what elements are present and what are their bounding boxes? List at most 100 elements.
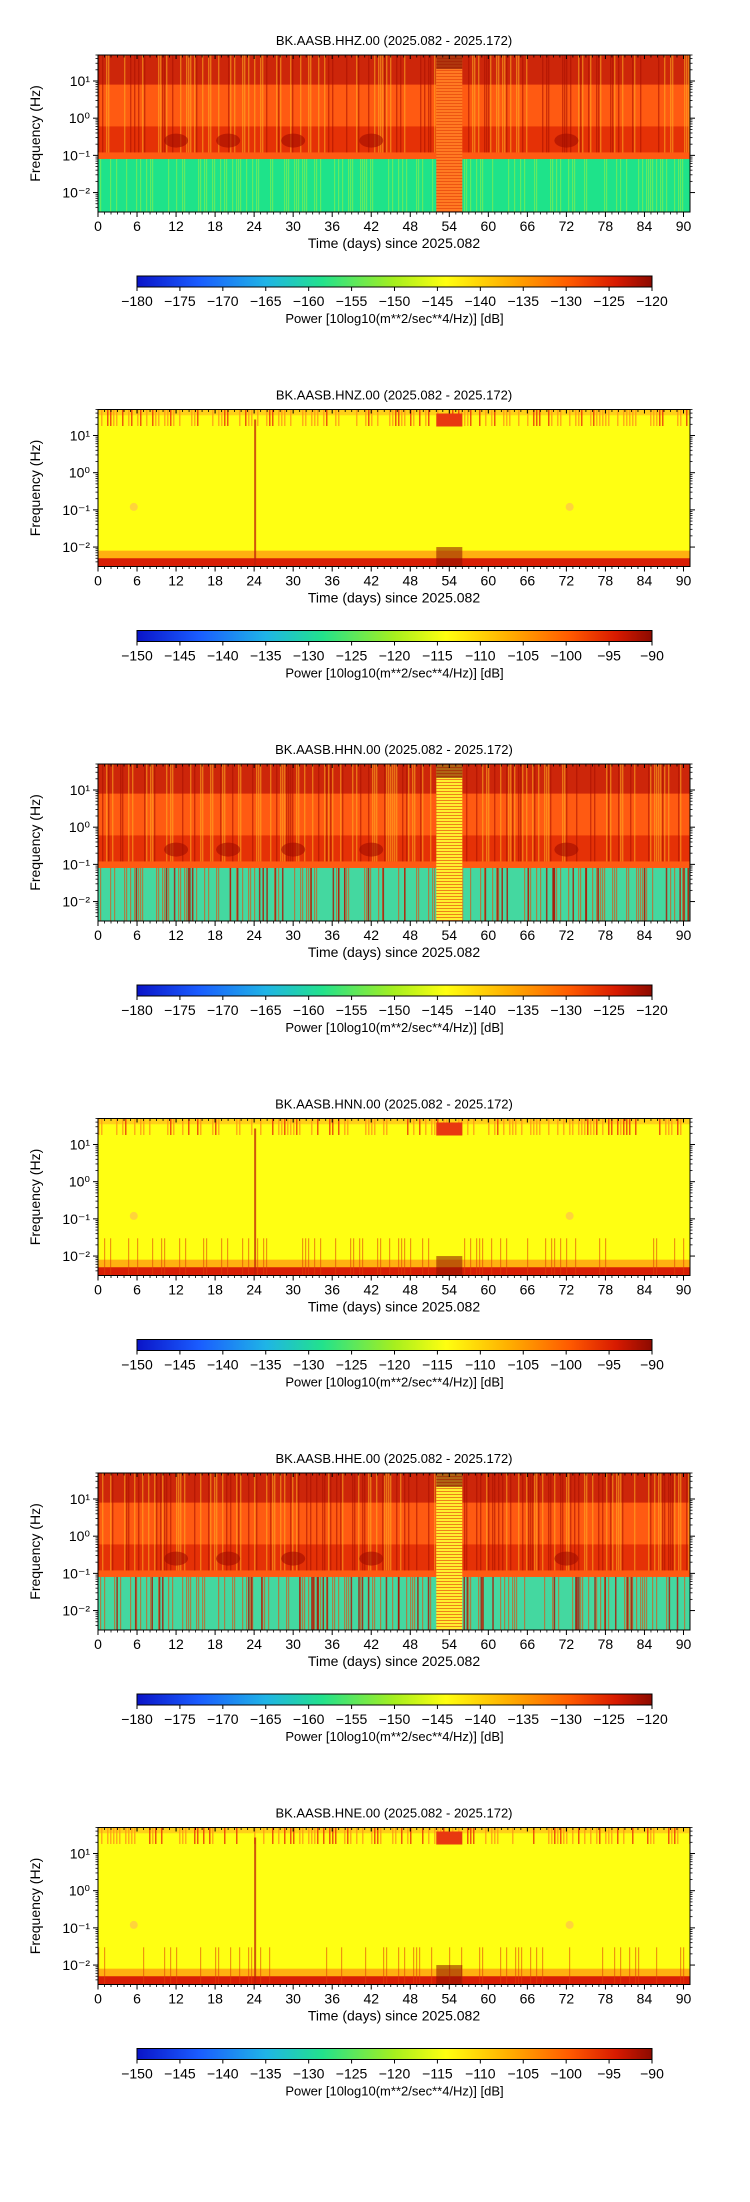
x-tick-label: 12 xyxy=(168,218,184,234)
plot-frame xyxy=(97,1472,691,1631)
spectrogram-panel: BK.AASB.HNZ.00 (2025.082 - 2025.172) 0 6 12… xyxy=(27,388,695,681)
x-axis-label: Time (days) since 2025.082 xyxy=(308,2008,480,2024)
colorbar: −150 −145 −140 −135 −130 −125 −120 −115 −110 −105… xyxy=(121,630,664,681)
y-tick-label: 10¹ xyxy=(70,1845,91,1861)
x-tick-label: 48 xyxy=(402,1991,418,2007)
colorbar-label: Power [10log10(m**2/sec**4/Hz)] [dB] xyxy=(285,1020,503,1035)
colorbar-tick-label: −150 xyxy=(121,648,153,664)
colorbar-tick-label: −170 xyxy=(207,1711,239,1727)
x-tick-label: 66 xyxy=(520,218,536,234)
y-tick-label: 10⁻¹ xyxy=(62,1565,90,1581)
colorbar-tick-label: −125 xyxy=(593,293,625,309)
colorbar-tick-label: −155 xyxy=(336,293,368,309)
colorbar: −180 −175 −170 −165 −160 −155 −150 −145 −140 −135… xyxy=(121,1693,668,1744)
x-tick-label: 84 xyxy=(637,218,653,234)
colorbar-tick-label: −135 xyxy=(507,1002,539,1018)
x-tick-label: 12 xyxy=(168,573,184,589)
colorbar-tick-label: −120 xyxy=(636,1711,668,1727)
y-axis-label: Frequency (Hz) xyxy=(27,440,43,536)
colorbar-tick-label: −145 xyxy=(422,1711,454,1727)
colorbar-tick-label: −140 xyxy=(207,2066,239,2082)
colorbar-tick-label: −180 xyxy=(121,1711,153,1727)
x-tick-label: 66 xyxy=(520,573,536,589)
x-tick-label: 90 xyxy=(676,218,692,234)
colorbar-tick-label: −110 xyxy=(465,1357,496,1373)
colorbar-tick-label: −115 xyxy=(422,2066,453,2082)
colorbar-tick-label: −165 xyxy=(250,1002,282,1018)
colorbar-tick-label: −95 xyxy=(597,648,621,664)
colorbar-tick-label: −130 xyxy=(293,648,325,664)
y-tick-label: 10⁰ xyxy=(69,1528,91,1544)
colorbar-tick-label: −175 xyxy=(164,1711,196,1727)
x-tick-label: 12 xyxy=(168,927,184,943)
colorbar-tick-label: −140 xyxy=(207,1357,239,1373)
y-tick-label: 10⁻¹ xyxy=(62,147,90,163)
x-axis-label: Time (days) since 2025.082 xyxy=(308,590,480,606)
x-tick-label: 6 xyxy=(133,1636,141,1652)
colorbar: −180 −175 −170 −165 −160 −155 −150 −145 −140 −135… xyxy=(121,984,668,1035)
x-tick-label: 24 xyxy=(246,218,262,234)
x-tick-label: 6 xyxy=(133,573,141,589)
x-tick-label: 18 xyxy=(207,218,223,234)
x-tick-label: 12 xyxy=(168,1991,184,2007)
y-tick-label: 10⁰ xyxy=(69,1174,91,1190)
x-tick-label: 42 xyxy=(363,1991,379,2007)
y-tick-label: 10⁻² xyxy=(62,1603,90,1619)
colorbar-tick-label: −130 xyxy=(293,2066,325,2082)
colorbar-tick-label: −150 xyxy=(379,1711,411,1727)
x-tick-label: 84 xyxy=(637,1282,653,1298)
colorbar-tick-label: −90 xyxy=(640,648,664,664)
y-tick-label: 10⁰ xyxy=(69,819,91,835)
x-tick-label: 0 xyxy=(94,927,102,943)
x-tick-label: 0 xyxy=(94,218,102,234)
x-tick-label: 48 xyxy=(402,573,418,589)
x-tick-label: 54 xyxy=(442,218,458,234)
spectrogram-panel: BK.AASB.HHZ.00 (2025.082 - 2025.172) 0 6 12… xyxy=(27,33,695,326)
colorbar-tick-label: −115 xyxy=(422,648,453,664)
x-tick-label: 30 xyxy=(285,1282,301,1298)
y-tick-label: 10⁻¹ xyxy=(62,1920,90,1936)
x-tick-label: 42 xyxy=(363,1282,379,1298)
plot-frame xyxy=(97,1118,691,1276)
plot-frame xyxy=(97,1827,691,1985)
y-tick-label: 10⁻² xyxy=(62,1248,90,1264)
x-tick-label: 30 xyxy=(285,218,301,234)
x-tick-label: 90 xyxy=(676,1282,692,1298)
y-tick-label: 10⁻¹ xyxy=(62,1211,90,1227)
x-tick-label: 54 xyxy=(442,1636,458,1652)
colorbar-tick-label: −140 xyxy=(207,648,239,664)
colorbar-tick-label: −145 xyxy=(422,293,454,309)
y-tick-label: 10⁻¹ xyxy=(62,856,90,872)
x-tick-label: 84 xyxy=(637,1636,653,1652)
spectrogram-image xyxy=(98,1473,690,1630)
colorbar-tick-label: −150 xyxy=(121,1357,153,1373)
colorbar-tick-label: −130 xyxy=(293,1357,325,1373)
colorbar-tick-label: −135 xyxy=(250,648,282,664)
colorbar-tick-label: −135 xyxy=(250,1357,282,1373)
colorbar-tick-label: −165 xyxy=(250,1711,282,1727)
x-tick-label: 54 xyxy=(442,1282,458,1298)
x-tick-label: 12 xyxy=(168,1282,184,1298)
colorbar-tick-label: −120 xyxy=(636,293,668,309)
colorbar-tick-label: −130 xyxy=(550,1002,582,1018)
x-tick-label: 6 xyxy=(133,1282,141,1298)
y-axis-label: Frequency (Hz) xyxy=(27,1858,43,1954)
colorbar-tick-label: −140 xyxy=(465,1711,497,1727)
colorbar: −150 −145 −140 −135 −130 −125 −120 −115 −110 −105… xyxy=(121,1339,664,1390)
y-tick-label: 10⁻² xyxy=(62,1957,90,1973)
x-tick-label: 54 xyxy=(442,1991,458,2007)
colorbar-tick-label: −150 xyxy=(379,1002,411,1018)
x-axis-label: Time (days) since 2025.082 xyxy=(308,1299,480,1315)
y-axis-label: Frequency (Hz) xyxy=(27,85,43,181)
colorbar-tick-label: −130 xyxy=(550,293,582,309)
chart-title: BK.AASB.HHZ.00 (2025.082 - 2025.172) xyxy=(276,33,512,48)
y-tick-label: 10⁻¹ xyxy=(62,502,90,518)
colorbar-tick-label: −105 xyxy=(507,1357,539,1373)
x-tick-label: 78 xyxy=(598,1282,614,1298)
colorbar-tick-label: −145 xyxy=(164,2066,196,2082)
x-tick-label: 6 xyxy=(133,218,141,234)
x-tick-label: 48 xyxy=(402,927,418,943)
x-tick-label: 18 xyxy=(207,927,223,943)
